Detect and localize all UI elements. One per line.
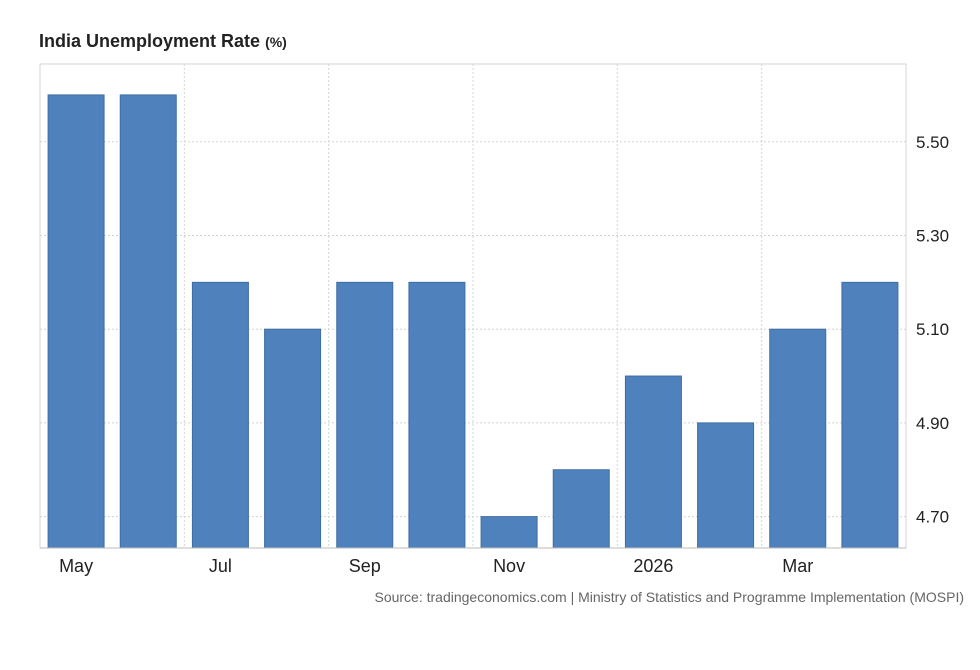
x-tick-label: Mar bbox=[782, 556, 813, 576]
y-tick-label: 4.70 bbox=[916, 508, 949, 527]
x-tick-label: Jul bbox=[209, 556, 232, 576]
bar-chart: 4.70 4.90 5.10 5.30 5.50 May Jul Sep Nov 2026 Mar bbox=[39, 63, 949, 576]
bar bbox=[697, 422, 755, 549]
x-tick-label: Sep bbox=[349, 556, 381, 576]
bar bbox=[191, 281, 249, 549]
x-tick-label: May bbox=[59, 556, 93, 576]
bar bbox=[408, 281, 466, 549]
bar bbox=[480, 516, 538, 549]
bar bbox=[769, 328, 827, 549]
bar bbox=[119, 94, 177, 549]
bar bbox=[841, 281, 899, 549]
bar bbox=[47, 94, 105, 549]
chart-title: India Unemployment Rate (%) bbox=[39, 31, 287, 52]
bar bbox=[552, 469, 610, 549]
x-tick-label: 2026 bbox=[633, 556, 673, 576]
y-tick-label: 5.30 bbox=[916, 226, 949, 245]
chart-title-text: India Unemployment Rate bbox=[39, 31, 261, 51]
y-tick-label: 4.90 bbox=[916, 414, 949, 433]
chart-title-unit: (%) bbox=[265, 34, 287, 50]
y-tick-label: 5.50 bbox=[916, 133, 949, 152]
bar bbox=[336, 281, 394, 549]
y-tick-label: 5.10 bbox=[916, 320, 949, 339]
bar bbox=[264, 328, 322, 549]
source-note: Source: tradingeconomics.com | Ministry … bbox=[374, 589, 964, 605]
bar bbox=[624, 375, 682, 549]
x-tick-label: Nov bbox=[493, 556, 525, 576]
